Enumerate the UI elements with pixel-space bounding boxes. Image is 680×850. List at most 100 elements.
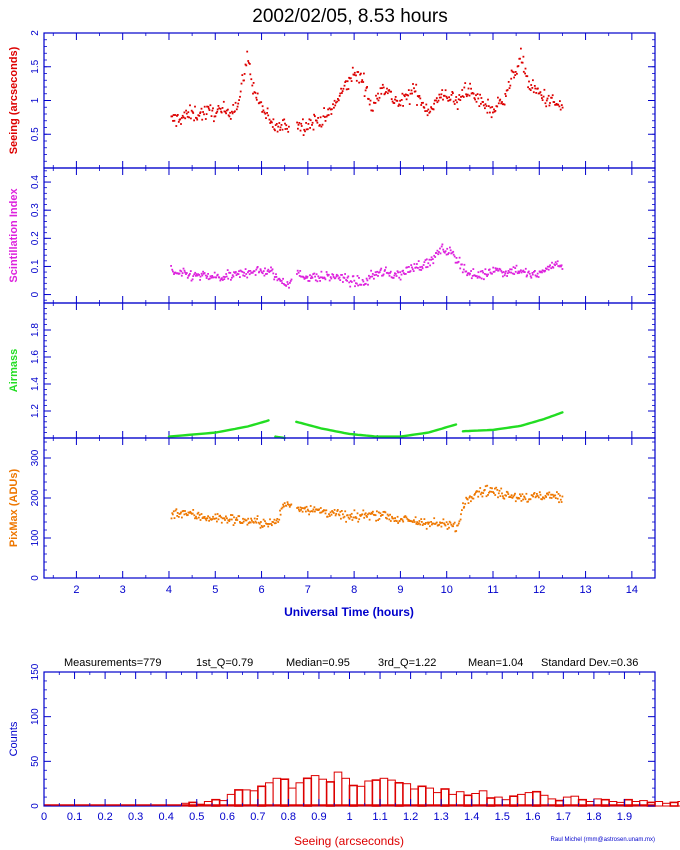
seeing-point <box>209 104 212 107</box>
seeing-point <box>197 114 200 117</box>
scint-point <box>260 269 262 272</box>
seeing-point <box>437 99 440 102</box>
pixmax-point <box>243 518 246 521</box>
seeing-point <box>501 101 503 103</box>
pixmax-point <box>425 522 427 524</box>
scint-point <box>480 277 483 280</box>
scint-point <box>530 276 533 279</box>
scint-point <box>298 275 301 277</box>
panel-frame <box>43 302 656 439</box>
seeing-point <box>343 84 346 87</box>
seeing-point <box>438 96 441 99</box>
scint-point <box>307 280 310 282</box>
scint-point <box>445 253 448 256</box>
y-tick-label: 0.5 <box>30 127 41 141</box>
pixmax-point <box>503 497 506 500</box>
seeing-point <box>321 123 324 126</box>
pixmax-point <box>465 496 468 499</box>
scint-point <box>325 271 328 273</box>
pixmax-point <box>490 490 493 493</box>
scint-point <box>492 266 495 269</box>
pixmax-point <box>191 512 194 515</box>
pixmax-point <box>361 513 364 516</box>
seeing-point <box>333 106 335 109</box>
histogram-bar <box>440 788 450 807</box>
scint-point <box>357 284 359 287</box>
seeing-point <box>510 77 513 80</box>
scint-point <box>399 271 401 274</box>
pixmax-point <box>177 516 180 518</box>
scint-point <box>504 272 507 275</box>
seeing-point <box>247 60 250 62</box>
seeing-point <box>175 125 178 127</box>
seeing-point <box>180 123 182 125</box>
scint-point <box>407 271 409 273</box>
pixmax-point <box>417 523 419 526</box>
pixmax-point <box>325 509 328 512</box>
scint-point <box>189 272 191 275</box>
scint-point <box>208 277 211 280</box>
panel-pixmax: 0 100 200 300 PixMax (ADUs) <box>8 437 656 581</box>
scint-point <box>211 275 214 277</box>
scint-point <box>417 260 420 262</box>
seeing-point <box>323 107 325 109</box>
seeing-point <box>279 126 282 129</box>
y-axis-label: PixMax (ADUs) <box>8 469 20 548</box>
seeing-point <box>208 109 211 111</box>
scint-point <box>426 266 429 268</box>
seeing-point <box>386 92 389 95</box>
scint-point <box>461 271 464 274</box>
scint-point <box>399 278 402 281</box>
time-tick-label: 10 <box>441 584 453 596</box>
scint-point <box>367 283 369 286</box>
seeing-point <box>315 119 318 122</box>
scint-series <box>170 243 564 289</box>
pixmax-point <box>556 497 559 500</box>
seeing-point <box>503 103 506 106</box>
scint-point <box>289 282 291 284</box>
pixmax-point <box>478 490 480 493</box>
panel-frame <box>43 437 656 579</box>
scint-point <box>511 272 514 275</box>
pixmax-point <box>479 493 482 496</box>
seeing-point <box>342 87 345 90</box>
pixmax-point <box>374 514 377 517</box>
scint-point <box>183 269 186 272</box>
seeing-point <box>202 111 204 113</box>
scint-point <box>458 256 461 259</box>
hist-x-tick-label: 0.1 <box>67 811 82 823</box>
seeing-point <box>318 124 321 126</box>
scint-point <box>286 281 289 283</box>
scint-point <box>199 279 201 281</box>
pixmax-point <box>557 493 560 495</box>
pixmax-point <box>448 520 451 523</box>
pixmax-point <box>460 513 462 516</box>
pixmax-point <box>256 518 258 520</box>
pixmax-point <box>400 518 403 520</box>
scint-point <box>216 273 219 276</box>
scint-point <box>529 275 532 278</box>
seeing-point <box>520 47 522 50</box>
pixmax-point <box>353 509 356 512</box>
seeing-point <box>386 87 388 90</box>
scint-point <box>478 275 480 278</box>
y-tick-label: 0.4 <box>30 175 41 189</box>
pixmax-point <box>427 523 430 525</box>
scint-point <box>175 272 178 275</box>
seeing-point <box>240 82 243 85</box>
scint-point <box>231 276 233 279</box>
scint-point <box>502 275 504 278</box>
scint-point <box>224 276 226 278</box>
scint-point <box>207 278 210 281</box>
hist-x-tick-label: 1 <box>346 811 352 823</box>
scint-point <box>406 266 408 269</box>
seeing-point <box>391 100 394 103</box>
seeing-point <box>454 99 457 102</box>
pixmax-point <box>242 520 245 523</box>
scint-point <box>311 276 314 279</box>
pixmax-point <box>483 489 486 491</box>
pixmax-point <box>208 516 211 519</box>
pixmax-point <box>307 510 310 512</box>
hist-x-tick-label: 1.8 <box>586 811 601 823</box>
scint-point <box>346 279 348 282</box>
